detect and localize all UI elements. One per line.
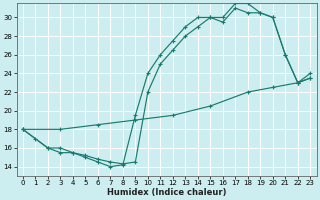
X-axis label: Humidex (Indice chaleur): Humidex (Indice chaleur) <box>107 188 226 197</box>
